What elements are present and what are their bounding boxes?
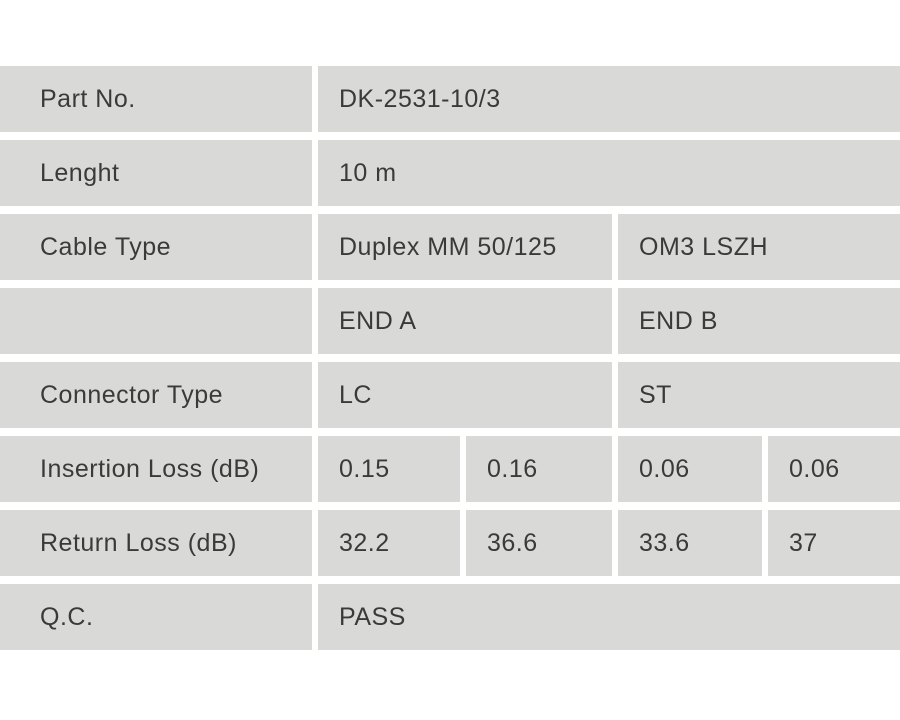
return-loss-value-1: 32.2 [318,510,460,576]
connector-type-label: Connector Type [0,362,312,428]
length-label: Lenght [0,140,312,206]
connector-type-value-b: ST [618,362,900,428]
blank-cell [0,288,312,354]
part-no-value: DK-2531-10/3 [318,66,900,132]
insertion-loss-value-3: 0.06 [618,436,762,502]
qc-value: PASS [318,584,900,650]
cable-type-label: Cable Type [0,214,312,280]
insertion-loss-value-4: 0.06 [768,436,900,502]
return-loss-value-2: 36.6 [466,510,612,576]
insertion-loss-value-1: 0.15 [318,436,460,502]
qc-label: Q.C. [0,584,312,650]
return-loss-label: Return Loss (dB) [0,510,312,576]
insertion-loss-label: Insertion Loss (dB) [0,436,312,502]
spec-table: Part No. DK-2531-10/3 Lenght 10 m Cable … [0,66,900,650]
return-loss-value-3: 33.6 [618,510,762,576]
part-no-label: Part No. [0,66,312,132]
length-value: 10 m [318,140,900,206]
end-b-header: END B [618,288,900,354]
return-loss-value-4: 37 [768,510,900,576]
end-a-header: END A [318,288,612,354]
insertion-loss-value-2: 0.16 [466,436,612,502]
cable-type-value-b: OM3 LSZH [618,214,900,280]
cable-type-value-a: Duplex MM 50/125 [318,214,612,280]
connector-type-value-a: LC [318,362,612,428]
